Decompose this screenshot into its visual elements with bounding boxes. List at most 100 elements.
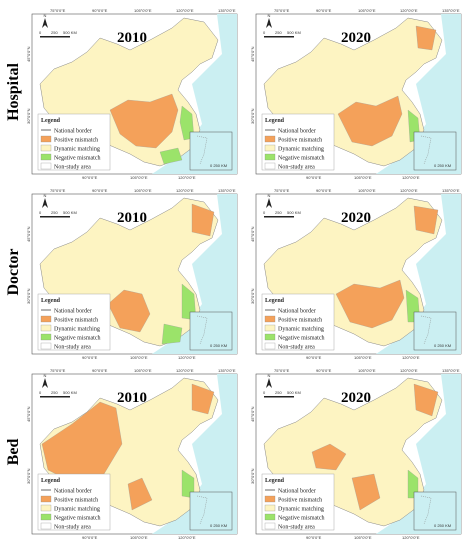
region [337,95,403,147]
legend-swatch [40,153,52,161]
inset [413,311,457,351]
legend-swatch [40,522,52,530]
latitude-label: 45°0'0"N [250,226,255,242]
legend: Legend National border Positive mismatch Dy… [261,113,335,171]
longitude-label: 120°0'0"E [176,8,194,13]
legend-swatch [40,342,52,350]
longitude-label: 105°0'0"E [354,535,372,539]
north: N [268,373,271,378]
row-label: Hospital [5,63,22,121]
region [413,205,439,235]
legend-swatch [40,315,52,323]
scale-bar [40,36,70,38]
longitude-label: 90°0'0"E [92,188,108,193]
longitude-label: 120°0'0"E [176,368,194,373]
legend-title: Legend [265,298,285,304]
longitude-label: 105°0'0"E [134,188,152,193]
legend-swatch [264,504,276,512]
scale-label: 500 KM [287,390,301,395]
legend-item: National border [54,129,92,135]
inset-islands [196,315,208,345]
longitude-label: 90°0'0"E [92,8,108,13]
longitude-label: 120°0'0"E [400,188,418,193]
latitude-label: 45°0'0"N [26,226,31,242]
legend-item: Dynamic matching [278,507,324,513]
latitude-label: 30°0'0"N [26,468,31,484]
legend-swatch [40,504,52,512]
longitude-label: 75°0'0"E [50,368,66,373]
scale-label: 0 [263,30,266,35]
legend-swatch [40,162,52,170]
legend-item: National border [54,489,92,495]
legend-swatch [264,495,276,503]
legend-item: Dynamic matching [54,327,100,333]
legend-item: Non-study area [278,525,315,531]
legend-swatch [264,135,276,143]
region [109,93,179,149]
longitude-label: 90°0'0"E [306,535,322,539]
inset [413,491,457,531]
inset-scale: 0 250 KM [434,163,451,168]
longitude-label: 90°0'0"E [316,188,332,193]
latitude-label: 30°0'0"N [26,108,31,124]
legend-item: Dynamic matching [54,507,100,513]
longitude-label: 120°0'0"E [178,175,196,180]
legend-swatch [264,324,276,332]
north: N [268,13,271,18]
map-panel: 2020 75°0'0"E 90°0'0"E 105°0'0"E 120°0'0"E 13… [250,368,462,539]
longitude-label: 90°0'0"E [82,535,98,539]
longitude-label: 120°0'0"E [400,368,418,373]
legend-swatch [264,162,276,170]
column-title: 2010 [117,390,147,406]
inset [189,131,233,171]
longitude-label: 105°0'0"E [134,368,152,373]
scale-label: 500 KM [63,390,77,395]
legend-swatch [264,513,276,521]
longitude-label: 135°0'0"E [218,188,236,193]
scale-label: 250 [51,210,58,215]
scale-label: 0 [39,390,42,395]
north: N [268,193,271,198]
legend-item: Negative mismatch [54,156,101,162]
legend-item: Negative mismatch [54,336,101,342]
column-title: 2020 [341,30,371,46]
legend-swatch [40,135,52,143]
region [351,473,381,511]
legend-swatch [264,315,276,323]
longitude-label: 90°0'0"E [316,8,332,13]
legend-swatch [264,153,276,161]
scale-label: 250 [275,210,282,215]
legend-swatch [40,144,52,152]
north-arrow [266,378,272,388]
legend: Legend National border Positive mismatch Dy… [37,113,111,171]
region [335,279,405,329]
longitude-label: 75°0'0"E [274,368,290,373]
legend-item: Negative mismatch [278,156,325,162]
legend-item: Non-study area [54,525,91,531]
north-arrow [42,378,48,388]
north-arrow [266,198,272,208]
legend-item: Positive mismatch [54,498,98,504]
north: N [44,373,47,378]
longitude-label: 120°0'0"E [176,188,194,193]
legend: Legend National border Positive mismatch Dy… [37,293,111,351]
longitude-label: 105°0'0"E [354,175,372,180]
inset [413,131,457,171]
inset [189,491,233,531]
longitude-label: 90°0'0"E [306,175,322,180]
scale-label: 0 [39,30,42,35]
longitude-label: 105°0'0"E [354,355,372,360]
legend-item: Non-study area [278,165,315,171]
inset [189,311,233,351]
inset-scale: 0 250 KM [210,343,227,348]
scale-label: 500 KM [287,30,301,35]
legend-item: National border [278,309,316,315]
region [127,477,153,511]
longitude-label: 135°0'0"E [442,368,460,373]
legend-title: Legend [41,478,61,484]
region [107,289,151,333]
inset-scale: 0 250 KM [210,523,227,528]
longitude-label: 120°0'0"E [402,355,420,360]
inset-islands [196,135,208,165]
